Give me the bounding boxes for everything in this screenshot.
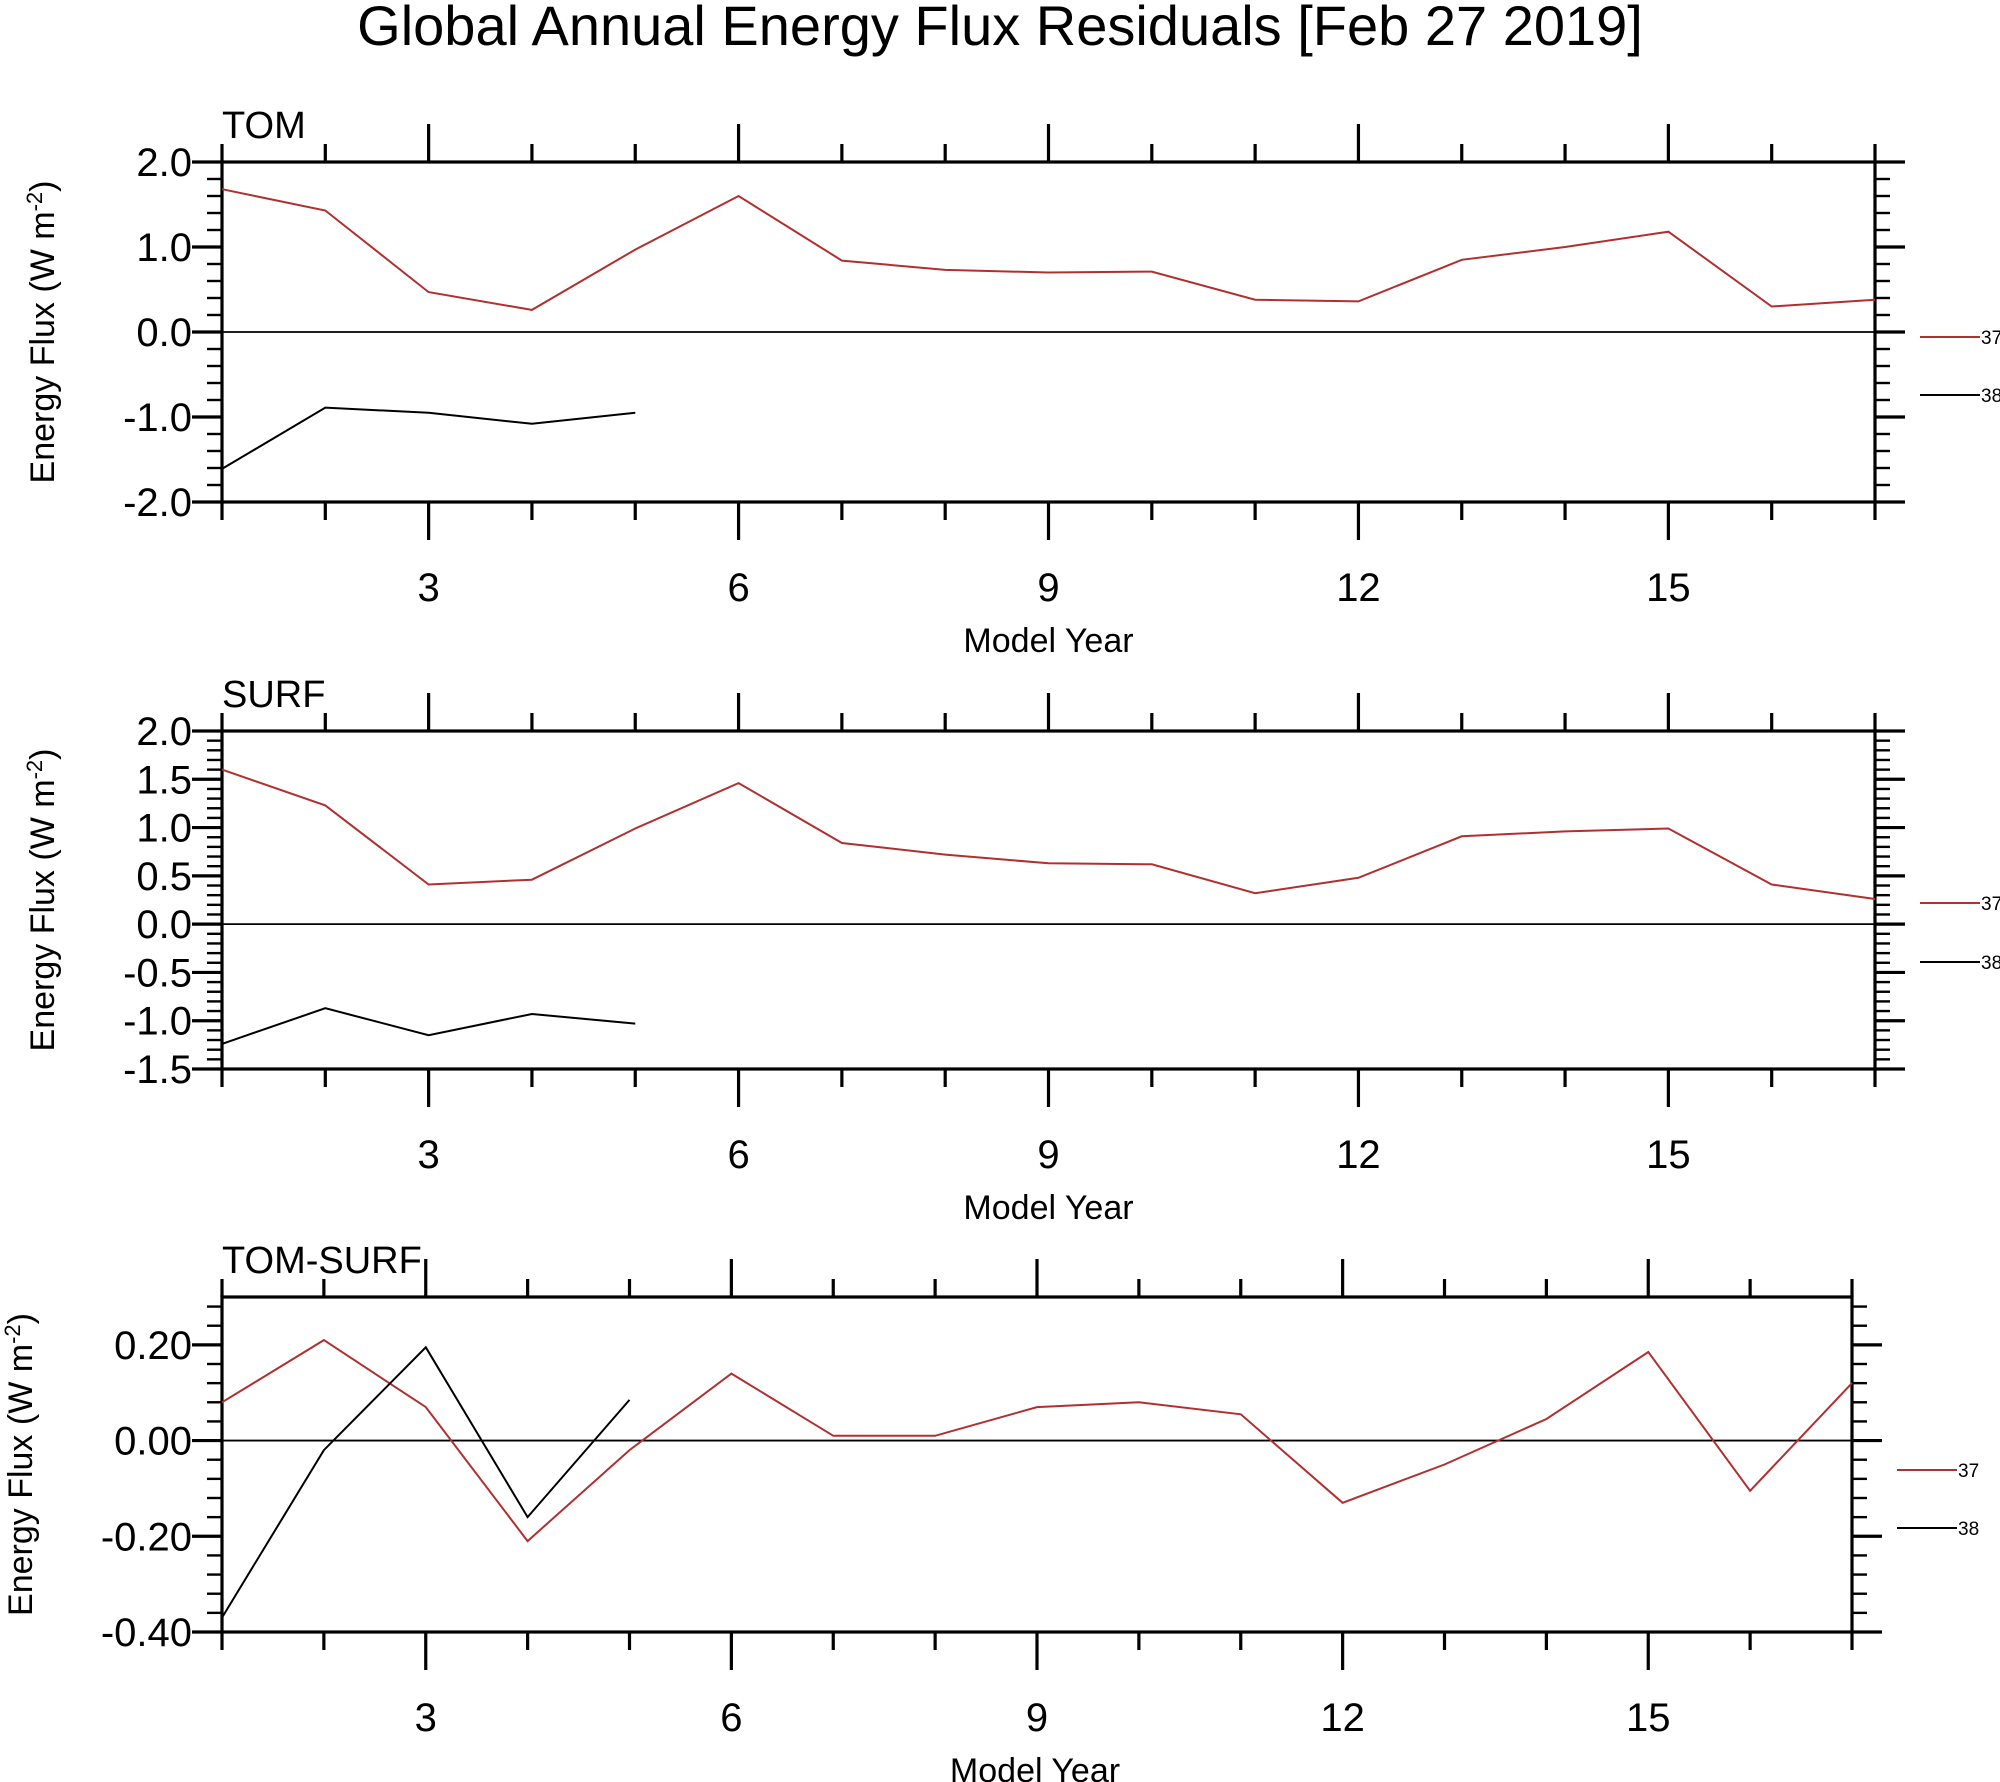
y-tick-label: -0.20 bbox=[101, 1515, 192, 1559]
y-tick-label: -2.0 bbox=[123, 481, 192, 525]
series-line-38 bbox=[221, 1345, 631, 1619]
x-tick-label: 9 bbox=[1026, 1696, 1048, 1740]
x-tick-label: 15 bbox=[1646, 566, 1691, 610]
x-tick-label: 15 bbox=[1646, 1133, 1691, 1177]
y-axis-title-main: Energy Flux (W m bbox=[24, 211, 62, 483]
legend-label-37: 37 bbox=[1981, 328, 2000, 349]
x-tick-label: 6 bbox=[720, 1696, 742, 1740]
x-tick-label: 9 bbox=[1037, 1133, 1059, 1177]
y-tick-label: 0.0 bbox=[136, 311, 192, 355]
panel-title: SURF bbox=[222, 674, 325, 716]
legend-label-38: 38 bbox=[1981, 386, 2000, 407]
y-tick-label: -1.5 bbox=[123, 1048, 192, 1092]
y-tick-label: -1.0 bbox=[123, 396, 192, 440]
y-tick-label: -0.5 bbox=[123, 951, 192, 995]
y-tick-label: 0.5 bbox=[136, 855, 192, 899]
x-tick-label: 3 bbox=[418, 1133, 440, 1177]
panel-tom-minus-surf: TOM-SURF 3 6 9 12 15 Model Year -0.40 -0.20 0.00 0… bbox=[0, 1240, 1979, 1782]
y-axis-title-main: Energy Flux (W m bbox=[24, 779, 62, 1051]
x-tick-label: 12 bbox=[1320, 1696, 1365, 1740]
series-line-37 bbox=[221, 188, 1876, 311]
x-tick-label: 3 bbox=[418, 566, 440, 610]
plot-frame bbox=[220, 729, 1877, 1071]
x-tick-label: 9 bbox=[1037, 566, 1059, 610]
y-tick-label: 0.0 bbox=[136, 903, 192, 947]
y-axis-title-exponent: -2 bbox=[0, 1324, 25, 1344]
y-tick-label: 2.0 bbox=[136, 710, 192, 754]
x-tick-label: 6 bbox=[727, 1133, 749, 1177]
y-tick-label: 0.20 bbox=[114, 1324, 192, 1368]
x-tick-label: 12 bbox=[1336, 1133, 1381, 1177]
panel-title: TOM-SURF bbox=[222, 1240, 422, 1282]
y-tick-label: 2.0 bbox=[136, 141, 192, 185]
series-line-38 bbox=[221, 406, 636, 470]
x-tick-label: 15 bbox=[1626, 1696, 1671, 1740]
figure-title: Global Annual Energy Flux Residuals [Feb… bbox=[357, 0, 1643, 57]
legend-label-38: 38 bbox=[1981, 953, 2000, 974]
panel-tom: TOM 3 6 9 12 15 Model Year -2.0 -1.0 0.0 1.0 2.0 Ene… bbox=[22, 105, 2000, 660]
y-tick-label: -0.40 bbox=[101, 1611, 192, 1655]
x-axis-title: Model Year bbox=[963, 622, 1133, 660]
x-tick-label: 12 bbox=[1336, 566, 1381, 610]
y-tick-label: 1.0 bbox=[136, 807, 192, 851]
legend-label-37: 37 bbox=[1981, 894, 2000, 915]
legend-label-37: 37 bbox=[1958, 1461, 1979, 1482]
y-axis-title: Energy Flux (W m-2) bbox=[22, 181, 62, 484]
y-axis-title-close: ) bbox=[2, 1313, 40, 1324]
plot-frame bbox=[220, 1295, 1854, 1634]
legend-label-38: 38 bbox=[1958, 1519, 1979, 1540]
series-line-38 bbox=[221, 1007, 636, 1045]
y-tick-label: 1.5 bbox=[136, 758, 192, 802]
y-axis-title: Energy Flux (W m-2) bbox=[0, 1313, 40, 1616]
y-tick-label: 1.0 bbox=[136, 226, 192, 270]
x-axis-title: Model Year bbox=[950, 1752, 1120, 1782]
y-tick-label: 0.00 bbox=[114, 1420, 192, 1464]
y-axis-title: Energy Flux (W m-2) bbox=[22, 749, 62, 1052]
y-axis-title-exponent: -2 bbox=[22, 192, 47, 212]
y-axis-title-close: ) bbox=[24, 749, 62, 760]
y-axis-title-exponent: -2 bbox=[22, 760, 47, 780]
series-line-37 bbox=[221, 1338, 1853, 1543]
y-axis-title-main: Energy Flux (W m bbox=[2, 1344, 40, 1616]
x-tick-label: 3 bbox=[415, 1696, 437, 1740]
x-axis-title: Model Year bbox=[963, 1189, 1133, 1227]
y-axis-title-close: ) bbox=[24, 181, 62, 192]
y-tick-label: -1.0 bbox=[123, 1000, 192, 1044]
panel-title: TOM bbox=[222, 105, 306, 147]
series-line-37 bbox=[221, 768, 1876, 900]
x-tick-label: 6 bbox=[727, 566, 749, 610]
